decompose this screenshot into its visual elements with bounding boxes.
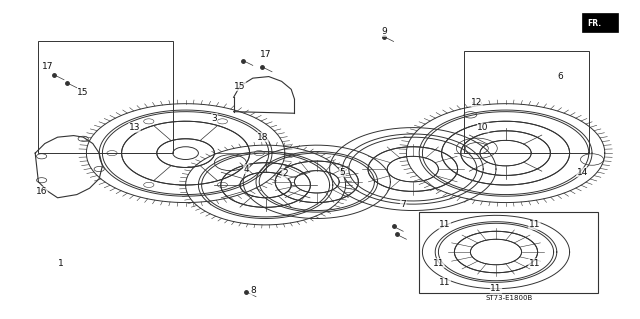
Text: 3: 3 <box>212 114 217 122</box>
Bar <box>419 212 598 293</box>
Text: FR.: FR. <box>587 19 601 27</box>
Text: 12: 12 <box>471 98 483 107</box>
Text: 8: 8 <box>250 286 255 295</box>
Text: 6: 6 <box>557 72 563 81</box>
Text: 5: 5 <box>340 168 345 177</box>
Text: 13: 13 <box>129 123 140 132</box>
Text: 11: 11 <box>433 259 444 268</box>
Text: 1: 1 <box>58 259 63 268</box>
Text: 17: 17 <box>42 63 54 71</box>
Text: 11: 11 <box>529 259 540 268</box>
Text: 18: 18 <box>257 133 268 142</box>
Bar <box>38 41 173 153</box>
Bar <box>464 51 589 153</box>
Text: 15: 15 <box>77 88 89 97</box>
Text: 11: 11 <box>490 284 502 293</box>
Bar <box>582 13 618 32</box>
Text: 4: 4 <box>244 165 249 174</box>
Text: 15: 15 <box>234 82 246 91</box>
Text: 9: 9 <box>381 27 387 36</box>
Text: ST73-E1800B: ST73-E1800B <box>485 295 532 301</box>
Text: 11: 11 <box>529 220 540 229</box>
Text: 11: 11 <box>439 220 451 229</box>
Text: 14: 14 <box>577 168 588 177</box>
Text: 11: 11 <box>439 278 451 287</box>
Text: 10: 10 <box>477 123 489 132</box>
Text: 7: 7 <box>401 200 406 209</box>
Text: 17: 17 <box>260 50 271 59</box>
Text: 16: 16 <box>36 187 47 196</box>
Text: 2: 2 <box>282 169 287 178</box>
